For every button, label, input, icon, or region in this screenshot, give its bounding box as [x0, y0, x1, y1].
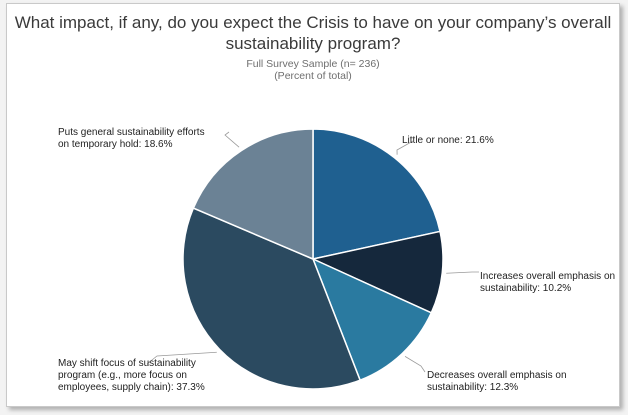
- leader-line-shift-focus: [146, 351, 217, 365]
- chart-subtitle: Full Survey Sample (n= 236) (Percent of …: [7, 58, 619, 82]
- leader-line-little-or-none: [396, 140, 414, 155]
- pie-slice-increases-emphasis: [310, 230, 444, 314]
- slice-label-increases-emphasis: Increases overall emphasis on sustainabi…: [480, 271, 616, 294]
- pie-slice-temporary-hold: [192, 128, 314, 261]
- chart-subtitle-line-2: (Percent of total): [274, 70, 352, 82]
- slice-label-little-or-none: Little or none: 21.6%: [402, 135, 494, 146]
- chart-card: What impact, if any, do you expect the C…: [6, 3, 620, 407]
- leader-line-temporary-hold: [224, 131, 240, 148]
- slice-label-shift-focus: May shift focus of sustainability progra…: [58, 358, 205, 393]
- pie-chart: [146, 128, 479, 390]
- pie-slice-little-or-none: [312, 128, 441, 260]
- leader-line-increases-emphasis: [446, 271, 479, 274]
- chart-title: What impact, if any, do you expect the C…: [14, 13, 612, 53]
- slice-label-temporary-hold: Puts general sustainability efforts on t…: [58, 127, 205, 150]
- slice-label-decreases-emphasis: Decreases overall emphasis on sustainabi…: [427, 370, 567, 393]
- chart-subtitle-line-1: Full Survey Sample (n= 236): [246, 58, 380, 70]
- leader-line-decreases-emphasis: [404, 356, 426, 373]
- pie-slice-decreases-emphasis: [311, 257, 433, 382]
- pie-slice-shift-focus: [182, 207, 362, 390]
